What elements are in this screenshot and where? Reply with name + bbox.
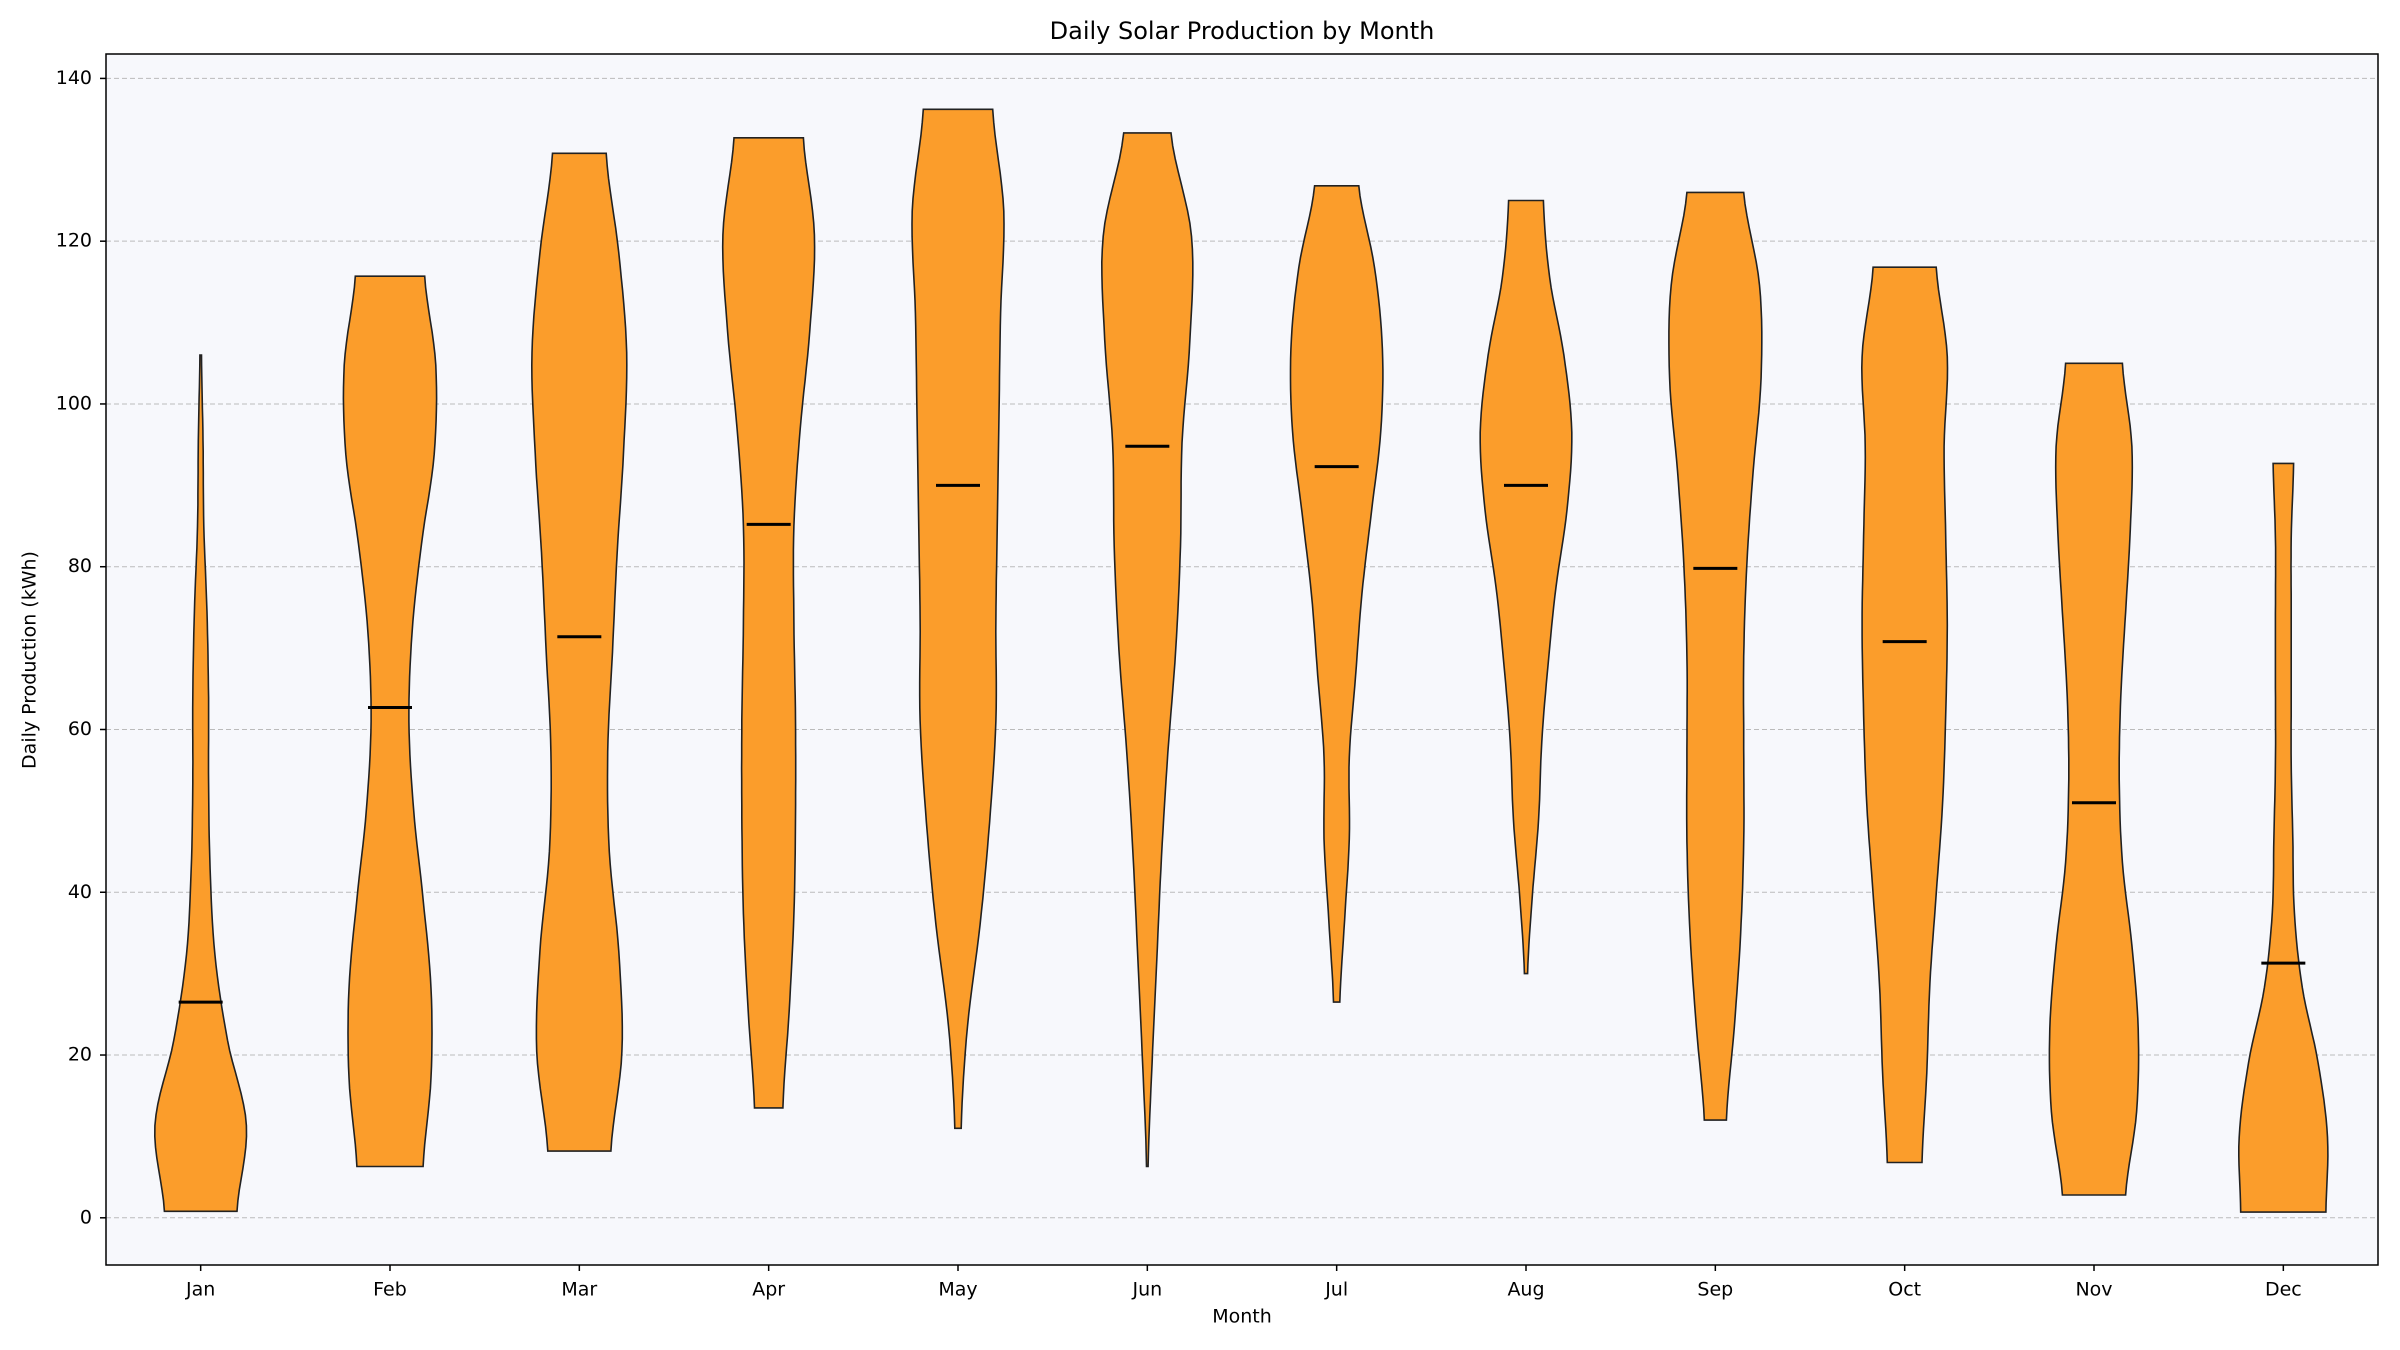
violin: [153, 354, 248, 1213]
x-tick-label: May: [938, 1279, 977, 1301]
x-tick-label: Jun: [1131, 1279, 1162, 1301]
y-tick-label: 60: [68, 718, 92, 740]
grid: [106, 77, 2378, 1219]
violin: [1100, 132, 1194, 1168]
x-tick-label: Aug: [1507, 1279, 1544, 1301]
y-tick-label: 120: [56, 230, 92, 252]
y-tick-label: 0: [80, 1206, 92, 1228]
y-tick-label: 140: [56, 67, 92, 89]
violin: [342, 275, 438, 1168]
x-tick-label: Dec: [2265, 1279, 2302, 1301]
x-tick-label: Mar: [561, 1279, 597, 1301]
violin: [911, 108, 1005, 1130]
x-axis-label: Month: [1212, 1306, 1272, 1328]
violin: [721, 137, 816, 1109]
x-tick-label: Sep: [1697, 1279, 1733, 1301]
x-tick-label: Jan: [185, 1279, 215, 1301]
y-tick-label: 100: [56, 392, 92, 414]
violin: [2048, 362, 2140, 1196]
marks: [153, 108, 2329, 1213]
violin: [1479, 199, 1573, 975]
x-tick-label: Jul: [1324, 1279, 1348, 1301]
y-axis-label: Daily Production (kWh): [19, 551, 41, 769]
y-tick-label: 40: [68, 881, 92, 903]
y-tick-label: 80: [68, 555, 92, 577]
x-tick-label: Oct: [1888, 1279, 1921, 1301]
x-tick-label: Apr: [752, 1279, 785, 1301]
y-tick-label: 20: [68, 1044, 92, 1066]
plot-area: [106, 54, 2378, 1265]
chart-title: Daily Solar Production by Month: [1050, 17, 1435, 45]
violin: [530, 152, 628, 1152]
x-tick-label: Nov: [2075, 1279, 2112, 1301]
plot-frame: [105, 53, 2379, 1266]
x-tick-label: Feb: [373, 1279, 407, 1301]
violin: [2238, 462, 2329, 1213]
violin: [1860, 266, 1949, 1164]
violin: [1668, 191, 1763, 1121]
violin: [1289, 185, 1384, 1003]
